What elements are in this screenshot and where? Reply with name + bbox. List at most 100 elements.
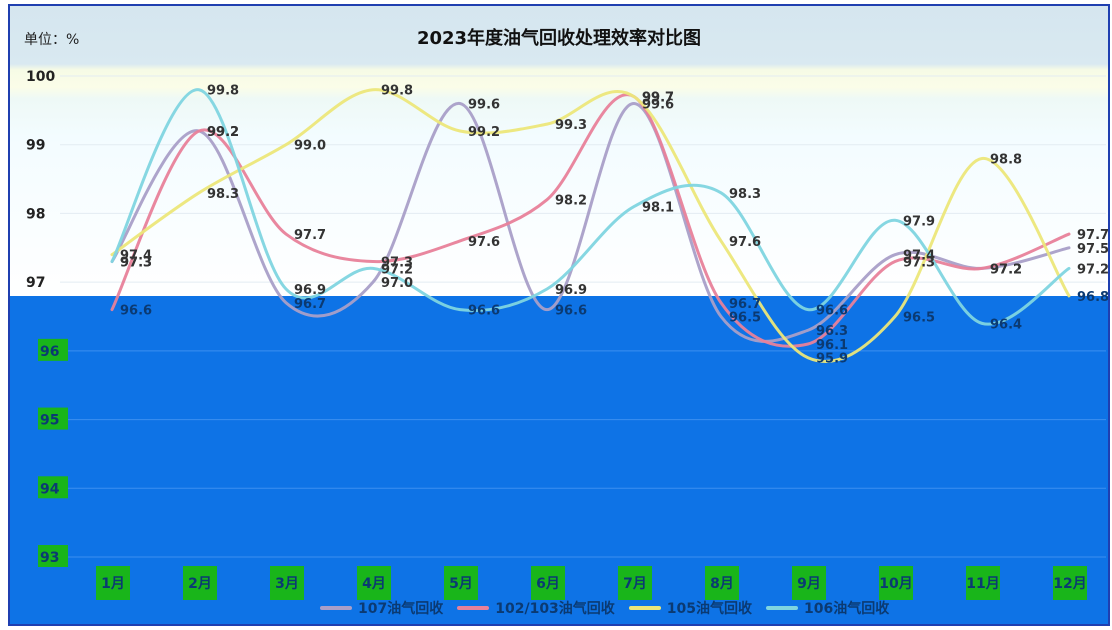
data-label: 97.7	[294, 228, 326, 243]
x-tick-background	[618, 566, 652, 600]
x-tick-label: 7月	[623, 576, 647, 592]
x-tick-background	[1053, 566, 1087, 600]
data-label: 97.3	[120, 256, 152, 271]
x-tick-label: 9月	[797, 576, 821, 592]
y-axis: 93 94 95 96 97 98 99 100	[26, 69, 68, 567]
x-tick-background	[879, 566, 913, 600]
x-tick-label: 10月	[879, 576, 912, 592]
legend-item: 106油气回收	[766, 598, 889, 618]
legend-label: 102/103油气回收	[495, 601, 615, 617]
data-label: 96.6	[555, 304, 587, 319]
data-label: 98.8	[990, 152, 1022, 167]
data-label: 99.2	[468, 125, 500, 140]
data-label: 97.3	[120, 256, 152, 271]
line-chart: 93 94 95 96 97 98 99 100 1月 2月 3月 4月 5月 6月 7月 8月 9月 10月 11…	[26, 69, 1108, 600]
x-tick-label: 6月	[536, 576, 560, 592]
x-axis: 1月 2月 3月 4月 5月 6月 7月 8月 9月 10月 11月 12月	[96, 566, 1087, 600]
chart-legend: 107油气回收 102/103油气回收 105油气回收 106油气回收	[320, 597, 889, 619]
series-line-2	[110, 93, 1071, 348]
chart-frame: 93 94 95 96 97 98 99 100 1月 2月 3月 4月 5月 6月 7月 8月 9月 10月 11…	[8, 4, 1110, 626]
legend-item: 105油气回收	[628, 598, 752, 618]
data-label: 97.0	[381, 276, 413, 291]
legend-item: 107油气回收	[320, 598, 443, 618]
data-label: 97.2	[990, 262, 1022, 277]
x-tick-background	[705, 566, 739, 600]
legend-swatch	[766, 606, 799, 610]
legend-swatch	[320, 606, 352, 610]
x-tick-label: 1月	[101, 576, 125, 592]
legend-label: 107油气回收	[358, 601, 444, 617]
data-label: 96.9	[294, 283, 326, 298]
x-tick-background	[531, 566, 565, 600]
data-label: 97.2	[1077, 262, 1108, 277]
data-label: 99.3	[555, 118, 587, 133]
legend-label: 106油气回收	[804, 601, 890, 617]
data-label: 99.2	[207, 125, 239, 140]
data-label: 99.2	[207, 125, 239, 140]
x-tick-label: 8月	[710, 576, 734, 592]
data-label: 97.3	[381, 256, 413, 271]
data-label: 96.1	[816, 338, 848, 353]
y-tick-label: 94	[40, 481, 60, 497]
gridlines	[60, 75, 1106, 558]
data-label: 99.8	[381, 84, 413, 99]
data-label: 97.2	[990, 262, 1022, 277]
x-tick-background	[96, 566, 130, 600]
data-label: 96.8	[1077, 290, 1108, 305]
data-labels: 97.3 99.2 96.7 97.0 99.6 96.6 99.6 96.5 96.3 97.4…	[120, 84, 1108, 367]
x-tick-background	[357, 566, 391, 600]
x-tick-label: 12月	[1053, 576, 1086, 592]
data-label: 96.6	[468, 304, 500, 319]
data-label: 96.6	[816, 304, 848, 319]
data-label: 98.1	[642, 201, 674, 216]
y-tick-label: 98	[26, 206, 45, 222]
unit-label: 单位：%	[24, 32, 80, 48]
data-label: 98.2	[555, 194, 587, 209]
x-tick-label: 11月	[966, 576, 999, 592]
data-label: 97.6	[729, 235, 761, 250]
legend-swatch	[457, 606, 490, 610]
data-label: 99.7	[642, 91, 674, 106]
y-tick-label: 99	[26, 138, 45, 154]
x-tick-label: 3月	[275, 576, 299, 592]
series-lines	[110, 88, 1071, 363]
x-tick-background	[270, 566, 304, 600]
data-label: 97.9	[903, 214, 935, 229]
data-label: 96.4	[990, 317, 1022, 332]
data-label: 97.6	[468, 235, 500, 250]
y-tick-background	[38, 545, 68, 567]
data-label: 98.3	[207, 187, 239, 202]
data-label: 96.7	[294, 297, 326, 312]
x-tick-label: 5月	[449, 576, 473, 592]
y-tick-label: 93	[40, 550, 59, 566]
data-label: 97.5	[1077, 242, 1108, 257]
data-label: 96.3	[816, 324, 848, 339]
data-label: 96.5	[903, 311, 935, 326]
data-label: 99.6	[468, 97, 500, 112]
data-label: 97.4	[903, 249, 935, 264]
y-tick-label: 97	[26, 275, 45, 291]
data-label: 97.4	[120, 249, 152, 264]
y-tick-background	[38, 476, 68, 499]
data-label: 99.8	[207, 84, 239, 99]
data-label: 96.5	[729, 311, 761, 326]
data-label: 97.3	[903, 256, 935, 271]
x-tick-label: 4月	[362, 576, 386, 592]
y-tick-background	[38, 338, 68, 361]
series-line-1	[110, 101, 1071, 343]
y-tick-background	[38, 407, 68, 430]
legend-item: 102/103油气回收	[457, 598, 615, 618]
series-line-3	[110, 88, 1071, 363]
data-label: 99.7	[642, 91, 674, 106]
data-label: 95.9	[816, 352, 848, 367]
y-tick-label: 96	[40, 344, 59, 360]
legend-swatch	[628, 606, 661, 610]
x-tick-label: 2月	[188, 576, 212, 592]
series-line-4	[110, 88, 1071, 326]
chart-title: 2023年度油气回收处理效率对比图	[416, 28, 702, 49]
data-label: 96.7	[729, 297, 761, 312]
data-label: 99.6	[642, 97, 674, 112]
x-tick-background	[792, 566, 826, 600]
data-label: 96.6	[120, 304, 152, 319]
data-label: 97.7	[1077, 228, 1108, 243]
